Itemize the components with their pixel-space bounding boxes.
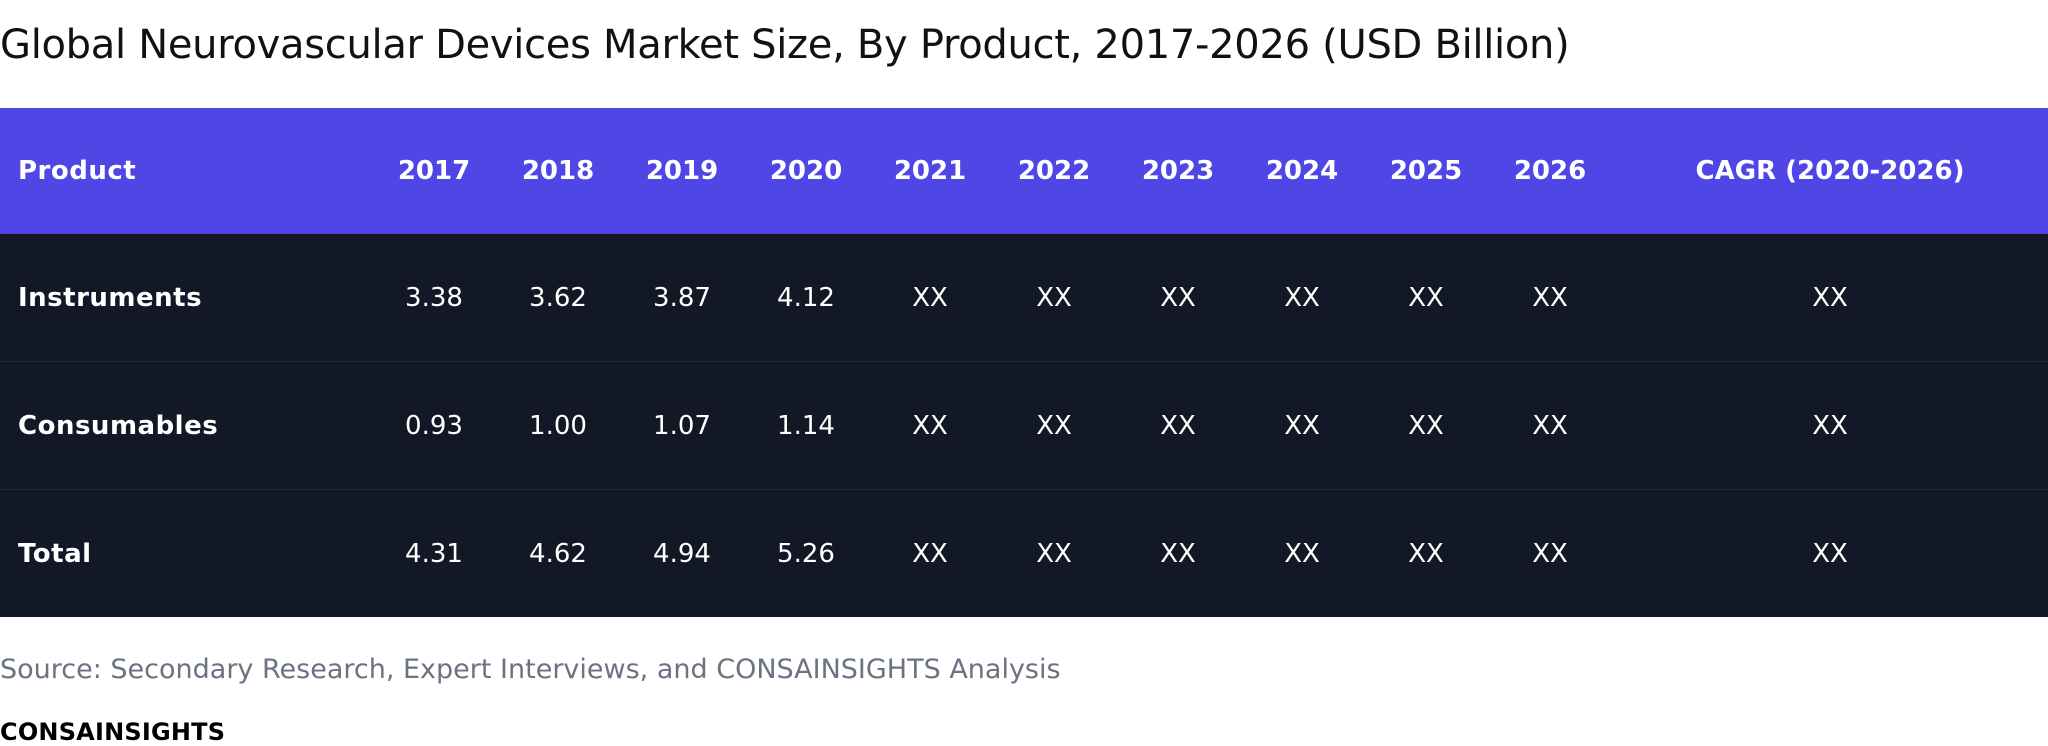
row-product-label: Instruments: [0, 234, 372, 362]
table-cell-value: XX: [1116, 234, 1240, 362]
header-year: 2022: [992, 108, 1116, 234]
table-cell-value: XX: [1240, 361, 1364, 490]
table-cell-value: 1.07: [620, 361, 744, 490]
table-cell-cagr: XX: [1612, 361, 2048, 490]
header-year: 2023: [1116, 108, 1240, 234]
table-cell-value: XX: [1364, 489, 1488, 617]
table-cell-value: 1.14: [744, 361, 868, 490]
header-year: 2024: [1240, 108, 1364, 234]
table-header-row: Product 2017 2018 2019 2020 2021 2022 2023 2024 2…: [0, 108, 2048, 234]
table-cell-value: XX: [1488, 234, 1612, 362]
header-year: 2019: [620, 108, 744, 234]
table-cell-value: XX: [992, 361, 1116, 490]
row-product-label: Total: [0, 489, 372, 617]
table-cell-value: 3.38: [372, 234, 496, 362]
table-cell-value: XX: [1240, 234, 1364, 362]
header-year: 2025: [1364, 108, 1488, 234]
table-cell-value: XX: [1488, 489, 1612, 617]
brand-logo-text: CONSAINSIGHTS: [0, 718, 226, 746]
header-year: 2017: [372, 108, 496, 234]
table-cell-value: XX: [992, 489, 1116, 617]
table-cell-value: 4.31: [372, 489, 496, 617]
header-year: 2021: [868, 108, 992, 234]
row-product-label: Consumables: [0, 361, 372, 490]
market-size-table: Product 2017 2018 2019 2020 2021 2022 2023 2024 2…: [0, 108, 2048, 617]
table-cell-cagr: XX: [1612, 234, 2048, 362]
chart-title: Global Neurovascular Devices Market Size…: [0, 22, 1570, 68]
table-cell-value: 5.26: [744, 489, 868, 617]
table-row: Instruments 3.38 3.62 3.87 4.12 XX XX XX XX XX XX X…: [0, 234, 2048, 362]
table-cell-value: XX: [1116, 361, 1240, 490]
table-cell-value: XX: [1364, 361, 1488, 490]
table-cell-value: XX: [1488, 361, 1612, 490]
header-cagr: CAGR (2020-2026): [1612, 108, 2048, 234]
table-cell-value: XX: [1364, 234, 1488, 362]
table-row: Consumables 0.93 1.00 1.07 1.14 XX XX XX XX XX XX X…: [0, 361, 2048, 490]
table-cell-value: 4.94: [620, 489, 744, 617]
header-year: 2020: [744, 108, 868, 234]
table-cell-value: 0.93: [372, 361, 496, 490]
market-size-table-container: Product 2017 2018 2019 2020 2021 2022 2023 2024 2…: [0, 108, 2048, 617]
table-cell-value: 3.87: [620, 234, 744, 362]
table-cell-value: XX: [868, 489, 992, 617]
table-cell-value: XX: [1116, 489, 1240, 617]
table-row: Total 4.31 4.62 4.94 5.26 XX XX XX XX XX XX XX: [0, 489, 2048, 617]
table-cell-value: 3.62: [496, 234, 620, 362]
table-cell-value: XX: [868, 361, 992, 490]
table-cell-cagr: XX: [1612, 489, 2048, 617]
table-cell-value: XX: [868, 234, 992, 362]
table-cell-value: 4.62: [496, 489, 620, 617]
header-year: 2026: [1488, 108, 1612, 234]
header-product: Product: [0, 108, 372, 234]
header-year: 2018: [496, 108, 620, 234]
table-body: Instruments 3.38 3.62 3.87 4.12 XX XX XX XX XX XX X…: [0, 234, 2048, 617]
table-cell-value: 4.12: [744, 234, 868, 362]
source-note: Source: Secondary Research, Expert Inter…: [0, 654, 1061, 685]
table-cell-value: 1.00: [496, 361, 620, 490]
table-cell-value: XX: [1240, 489, 1364, 617]
table-cell-value: XX: [992, 234, 1116, 362]
